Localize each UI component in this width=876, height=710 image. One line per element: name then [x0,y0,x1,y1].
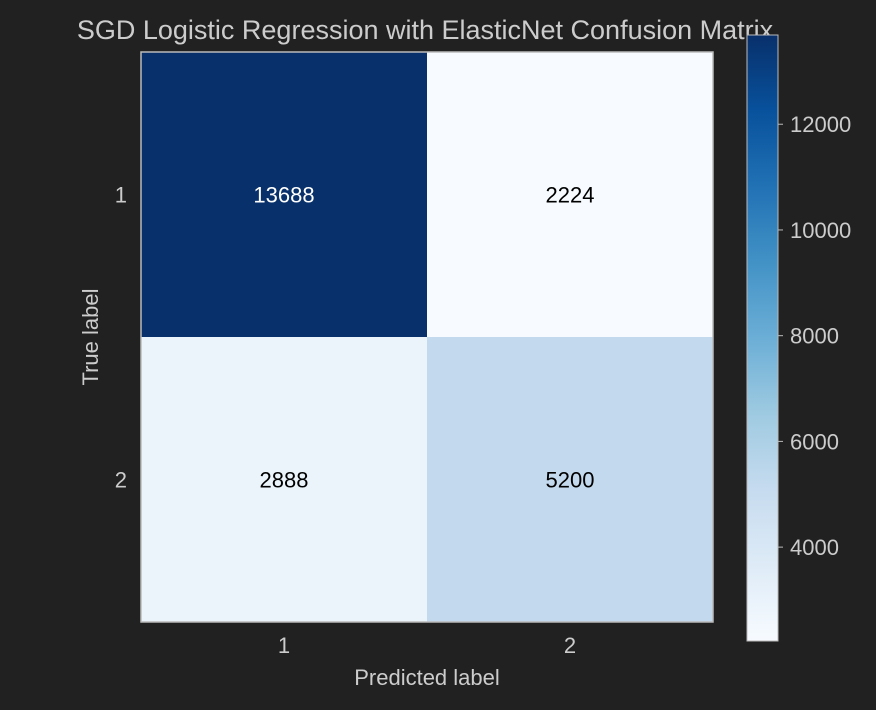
heatmap-cell [141,337,427,622]
x-axis-label: Predicted label [354,665,500,690]
x-tick-label: 2 [564,633,576,658]
heatmap-cell [427,337,713,622]
colorbar-tick-labels: 4000 6000 8000 10000 12000 [778,112,851,560]
colorbar [746,34,779,642]
x-tick-label: 1 [278,633,290,658]
heatmap-cell [141,52,427,337]
cell-value-label: 2224 [546,183,595,208]
colorbar-tick-label: 4000 [790,535,839,560]
colorbar-tick-label: 8000 [790,324,839,349]
cell-value-label: 5200 [546,468,595,493]
cell-value-label: 2888 [260,468,309,493]
heatmap-cell-labels: 13688 2224 2888 5200 [253,183,594,493]
axes-frame [140,51,714,623]
heatmap-cells [141,52,713,622]
colorbar-tick-label: 6000 [790,429,839,454]
chart-title: SGD Logistic Regression with ElasticNet … [77,15,774,45]
heatmap-cell [427,52,713,337]
y-tick-labels: 12 [115,183,127,493]
y-axis-label: True label [78,288,103,385]
colorbar-tick-label: 12000 [790,112,851,137]
colorbar-tick-label: 10000 [790,218,851,243]
cell-value-label: 13688 [253,183,314,208]
y-tick-label: 1 [115,183,127,208]
y-tick-label: 2 [115,468,127,493]
